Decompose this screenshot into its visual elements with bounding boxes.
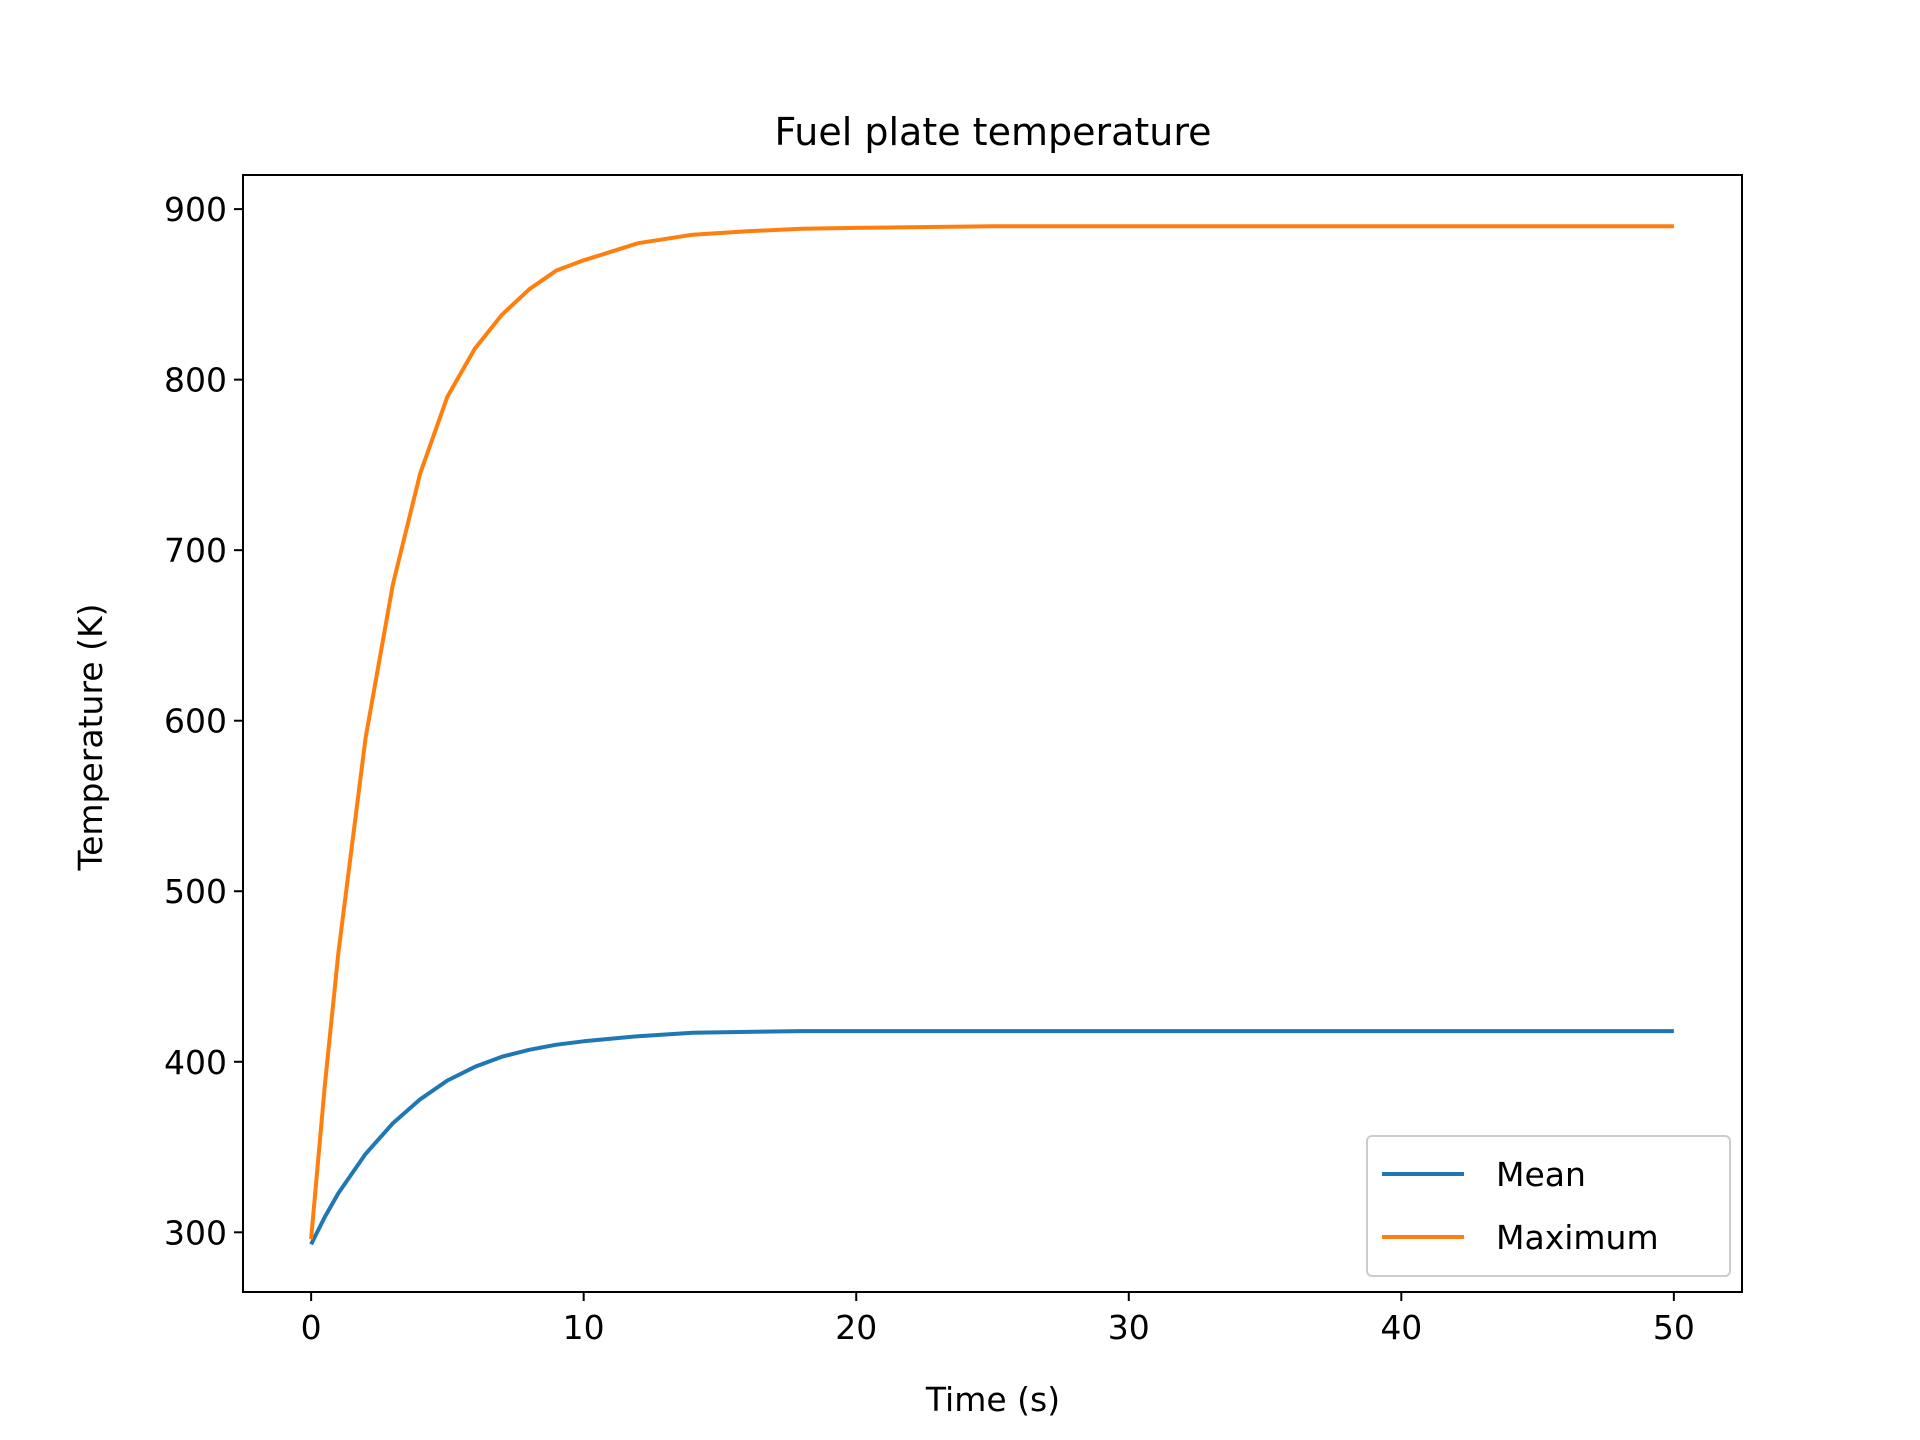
legend-label: Mean [1496, 1155, 1586, 1194]
y-tick-label: 800 [164, 361, 227, 400]
x-tick-label: 0 [301, 1308, 322, 1347]
x-tick-label: 30 [1108, 1308, 1150, 1347]
series-line-maximum [309, 224, 1674, 1240]
y-tick-label: 500 [164, 872, 227, 911]
y-tick-label: 600 [164, 702, 227, 741]
legend-label: Maximum [1496, 1218, 1659, 1257]
y-axis: 300 400 500 600 700 800 900 [164, 190, 243, 1252]
axes-frame [242, 174, 1743, 1293]
y-tick-label: 400 [164, 1043, 227, 1082]
series-lines [309, 224, 1674, 1246]
x-tick-label: 50 [1653, 1308, 1695, 1347]
x-axis: 0 10 20 30 40 50 [301, 1292, 1695, 1347]
chart-title: Fuel plate temperature [774, 110, 1211, 154]
y-tick-label: 300 [164, 1213, 227, 1252]
plot-background [243, 175, 1742, 1292]
y-tick-label: 700 [164, 531, 227, 570]
legend: Mean Maximum [1366, 1135, 1731, 1277]
x-axis-label: Time (s) [925, 1380, 1060, 1419]
x-tick-label: 20 [835, 1308, 877, 1347]
legend-box [1366, 1135, 1731, 1277]
x-tick-label: 40 [1380, 1308, 1422, 1347]
y-axis-label: Temperature (K) [71, 604, 110, 872]
x-tick-label: 10 [563, 1308, 605, 1347]
plot-area [243, 175, 1742, 1292]
y-tick-label: 900 [164, 190, 227, 229]
series-line-mean [309, 1029, 1674, 1246]
